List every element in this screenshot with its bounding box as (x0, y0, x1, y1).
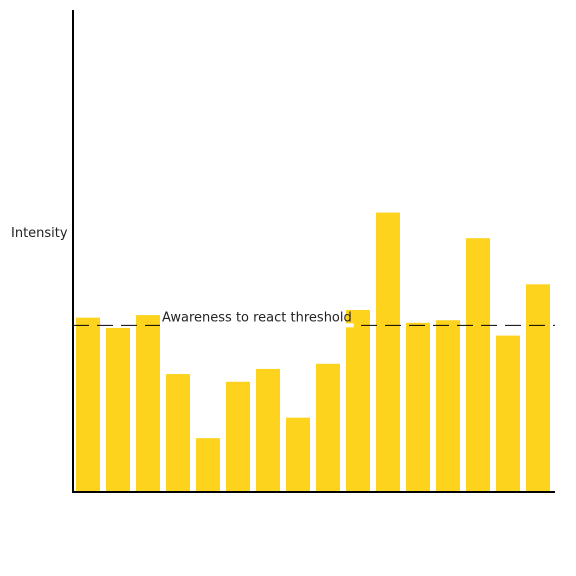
bar (76, 317, 100, 492)
bars-group (76, 212, 550, 493)
bar (106, 327, 130, 492)
bar (256, 368, 280, 492)
bar (346, 309, 370, 492)
bar (526, 284, 550, 492)
bar (316, 363, 340, 492)
bar (406, 322, 430, 492)
threshold-label-background (160, 323, 354, 328)
y-axis-label: Intensity (11, 226, 68, 241)
threshold-label: Awareness to react threshold (162, 310, 352, 325)
bar (376, 212, 400, 493)
bar (136, 315, 160, 492)
bar (466, 238, 490, 492)
bar (226, 381, 250, 492)
bar (436, 320, 460, 492)
bar (496, 335, 520, 492)
bar (196, 438, 220, 492)
bar (166, 374, 190, 492)
bar (286, 417, 310, 492)
